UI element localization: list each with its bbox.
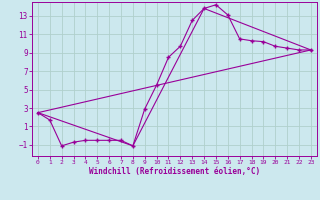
X-axis label: Windchill (Refroidissement éolien,°C): Windchill (Refroidissement éolien,°C) bbox=[89, 167, 260, 176]
